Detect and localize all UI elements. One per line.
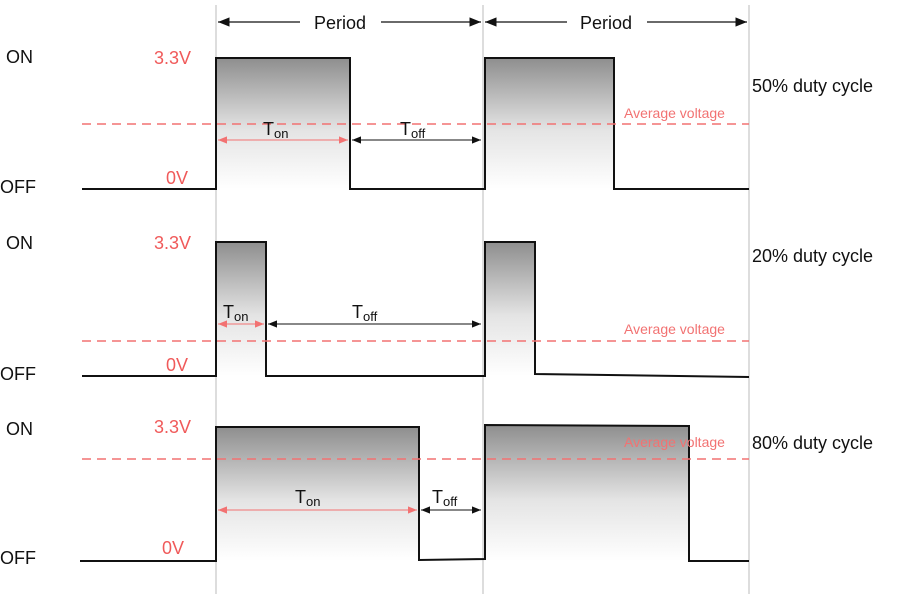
pulse-fill xyxy=(485,425,689,561)
high-voltage-label: 3.3V xyxy=(154,417,191,437)
pwm-signal-line xyxy=(82,241,750,378)
t-off-label: Toff xyxy=(432,487,458,509)
average-voltage-label: Average voltage xyxy=(624,105,725,121)
off-state-label: OFF xyxy=(0,548,36,568)
duty-cycle-label: 50% duty cycle xyxy=(752,76,873,96)
on-state-label: ON xyxy=(6,419,33,439)
period-annotation-2: Period xyxy=(485,13,747,33)
average-voltage-label: Average voltage xyxy=(624,321,725,337)
period-annotation-1: Period xyxy=(218,13,481,33)
on-state-label: ON xyxy=(6,233,33,253)
t-on-label: Ton xyxy=(295,487,320,509)
pulse-fill xyxy=(216,427,419,561)
low-voltage-label: 0V xyxy=(166,168,188,188)
period-label: Period xyxy=(580,13,632,33)
low-voltage-label: 0V xyxy=(166,355,188,375)
high-voltage-label: 3.3V xyxy=(154,233,191,253)
average-voltage-label: Average voltage xyxy=(624,434,725,450)
duty-cycle-label: 80% duty cycle xyxy=(752,433,873,453)
off-state-label: OFF xyxy=(0,177,36,197)
t-on-label: Ton xyxy=(263,119,288,141)
t-off-label: Toff xyxy=(400,119,426,141)
period-label: Period xyxy=(314,13,366,33)
pulse-fill xyxy=(216,242,266,376)
pwm-signal-line xyxy=(80,423,749,562)
panel-duty-80: ON OFF 3.3V 0V Average voltage Ton Toff … xyxy=(0,417,873,568)
t-off-label: Toff xyxy=(352,302,378,324)
panel-duty-20: ON OFF 3.3V 0V Average voltage Ton Toff … xyxy=(0,233,873,384)
pulse-fill xyxy=(485,242,535,376)
on-state-label: ON xyxy=(6,47,33,67)
high-voltage-label: 3.3V xyxy=(154,48,191,68)
t-on-label: Ton xyxy=(223,302,248,324)
off-state-label: OFF xyxy=(0,364,36,384)
low-voltage-label: 0V xyxy=(162,538,184,558)
duty-cycle-label: 20% duty cycle xyxy=(752,246,873,266)
panel-duty-50: ON OFF 3.3V 0V Average voltage Ton Toff … xyxy=(0,47,873,197)
